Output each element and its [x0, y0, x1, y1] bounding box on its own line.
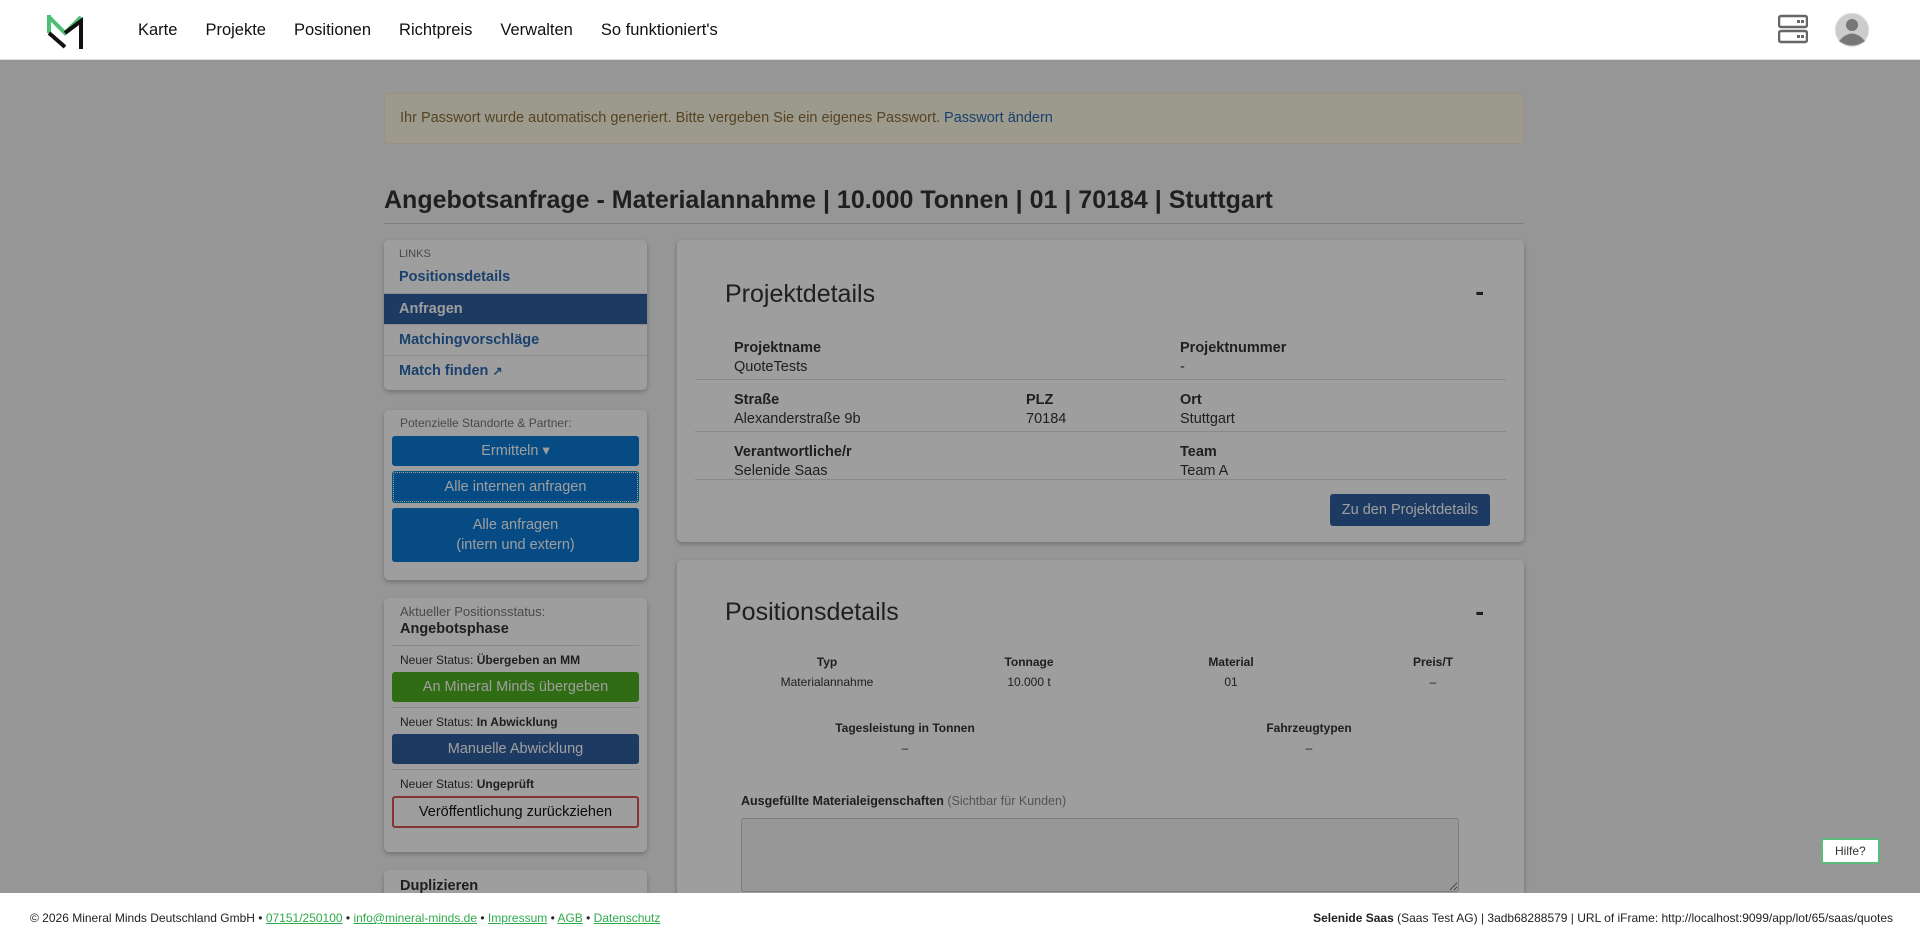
collapse-position-button[interactable]: -	[1475, 596, 1484, 626]
current-status: Angebotsphase	[400, 621, 509, 637]
password-alert: Ihr Passwort wurde automatisch generiert…	[384, 93, 1524, 144]
collapse-project-button[interactable]: -	[1475, 276, 1484, 306]
project-details-panel: Projektdetails - Projektname QuoteTests P…	[677, 240, 1524, 542]
project-details-title: Projektdetails	[725, 280, 876, 308]
links-panel: LINKS Positionsdetails Anfragen Matching…	[384, 240, 647, 390]
partners-panel: Potenzielle Standorte & Partner: Ermitte…	[384, 410, 647, 580]
avatar[interactable]	[1834, 12, 1870, 48]
status-label: Aktueller Positionsstatus:	[400, 604, 546, 619]
alle-anfragen-button[interactable]: Alle anfragen (intern und extern)	[392, 508, 639, 562]
page-title: Angebotsanfrage - Materialannahme | 10.0…	[384, 186, 1524, 224]
nav-so-funktionierts[interactable]: So funktioniert's	[600, 20, 718, 39]
ermitteln-button[interactable]: Ermitteln ▾	[392, 436, 639, 466]
top-navbar: Karte Projekte Positionen Richtpreis Ver…	[0, 0, 1920, 60]
nav-richtpreis[interactable]: Richtpreis	[399, 20, 473, 39]
external-link-icon: ↗	[492, 364, 503, 378]
link-matchingvorschlaege[interactable]: Matchingvorschläge	[384, 324, 647, 355]
veroeffentlichung-zurueckziehen-button[interactable]: Veröffentlichung zurückziehen	[392, 796, 639, 828]
manuelle-abwicklung-button[interactable]: Manuelle Abwicklung	[392, 734, 639, 764]
position-details-panel: Positionsdetails - Typ Materialannahme To…	[677, 560, 1524, 893]
mineral-minds-logo[interactable]	[46, 13, 84, 49]
nav-positionen[interactable]: Positionen	[293, 20, 372, 39]
material-properties-textarea[interactable]	[741, 818, 1459, 892]
footer-agb-link[interactable]: AGB	[557, 911, 583, 925]
footer: © 2026 Mineral Minds Deutschland GmbH • …	[0, 893, 1920, 943]
partners-label: Potenzielle Standorte & Partner:	[400, 416, 572, 430]
caret-down-icon: ▾	[542, 443, 550, 459]
footer-datenschutz-link[interactable]: Datenschutz	[593, 911, 661, 925]
link-match-finden[interactable]: Match finden ↗	[384, 355, 647, 386]
position-details-title: Positionsdetails	[725, 598, 899, 626]
an-mineral-minds-uebergeben-button[interactable]: An Mineral Minds übergeben	[392, 672, 639, 702]
nav-verwalten[interactable]: Verwalten	[500, 20, 573, 39]
link-anfragen[interactable]: Anfragen	[384, 293, 647, 324]
links-heading: LINKS	[399, 248, 431, 260]
modal-backdrop	[0, 60, 1920, 893]
nav-karte[interactable]: Karte	[138, 20, 178, 39]
status-panel: Aktueller Positionsstatus: Angebotsphase…	[384, 598, 647, 852]
server-icon[interactable]	[1778, 14, 1808, 44]
alle-internen-anfragen-button[interactable]: Alle internen anfragen	[392, 471, 639, 503]
footer-impressum-link[interactable]: Impressum	[487, 911, 548, 925]
duplicate-heading: Duplizieren	[400, 878, 479, 893]
link-positionsdetails[interactable]: Positionsdetails	[399, 269, 511, 285]
nav-projekte[interactable]: Projekte	[205, 20, 266, 39]
footer-user: Selenide Saas	[1313, 911, 1394, 925]
zu-den-projektdetails-button[interactable]: Zu den Projektdetails	[1329, 494, 1490, 526]
footer-phone-link[interactable]: 07151/250100	[265, 911, 343, 925]
help-button[interactable]: Hilfe?	[1821, 838, 1880, 864]
duplicate-panel: Duplizieren	[384, 870, 647, 893]
footer-email-link[interactable]: info@mineral-minds.de	[353, 911, 478, 925]
change-password-link[interactable]: Passwort ändern	[944, 110, 1053, 126]
main-content: Ihr Passwort wurde automatisch generiert…	[0, 60, 1920, 893]
